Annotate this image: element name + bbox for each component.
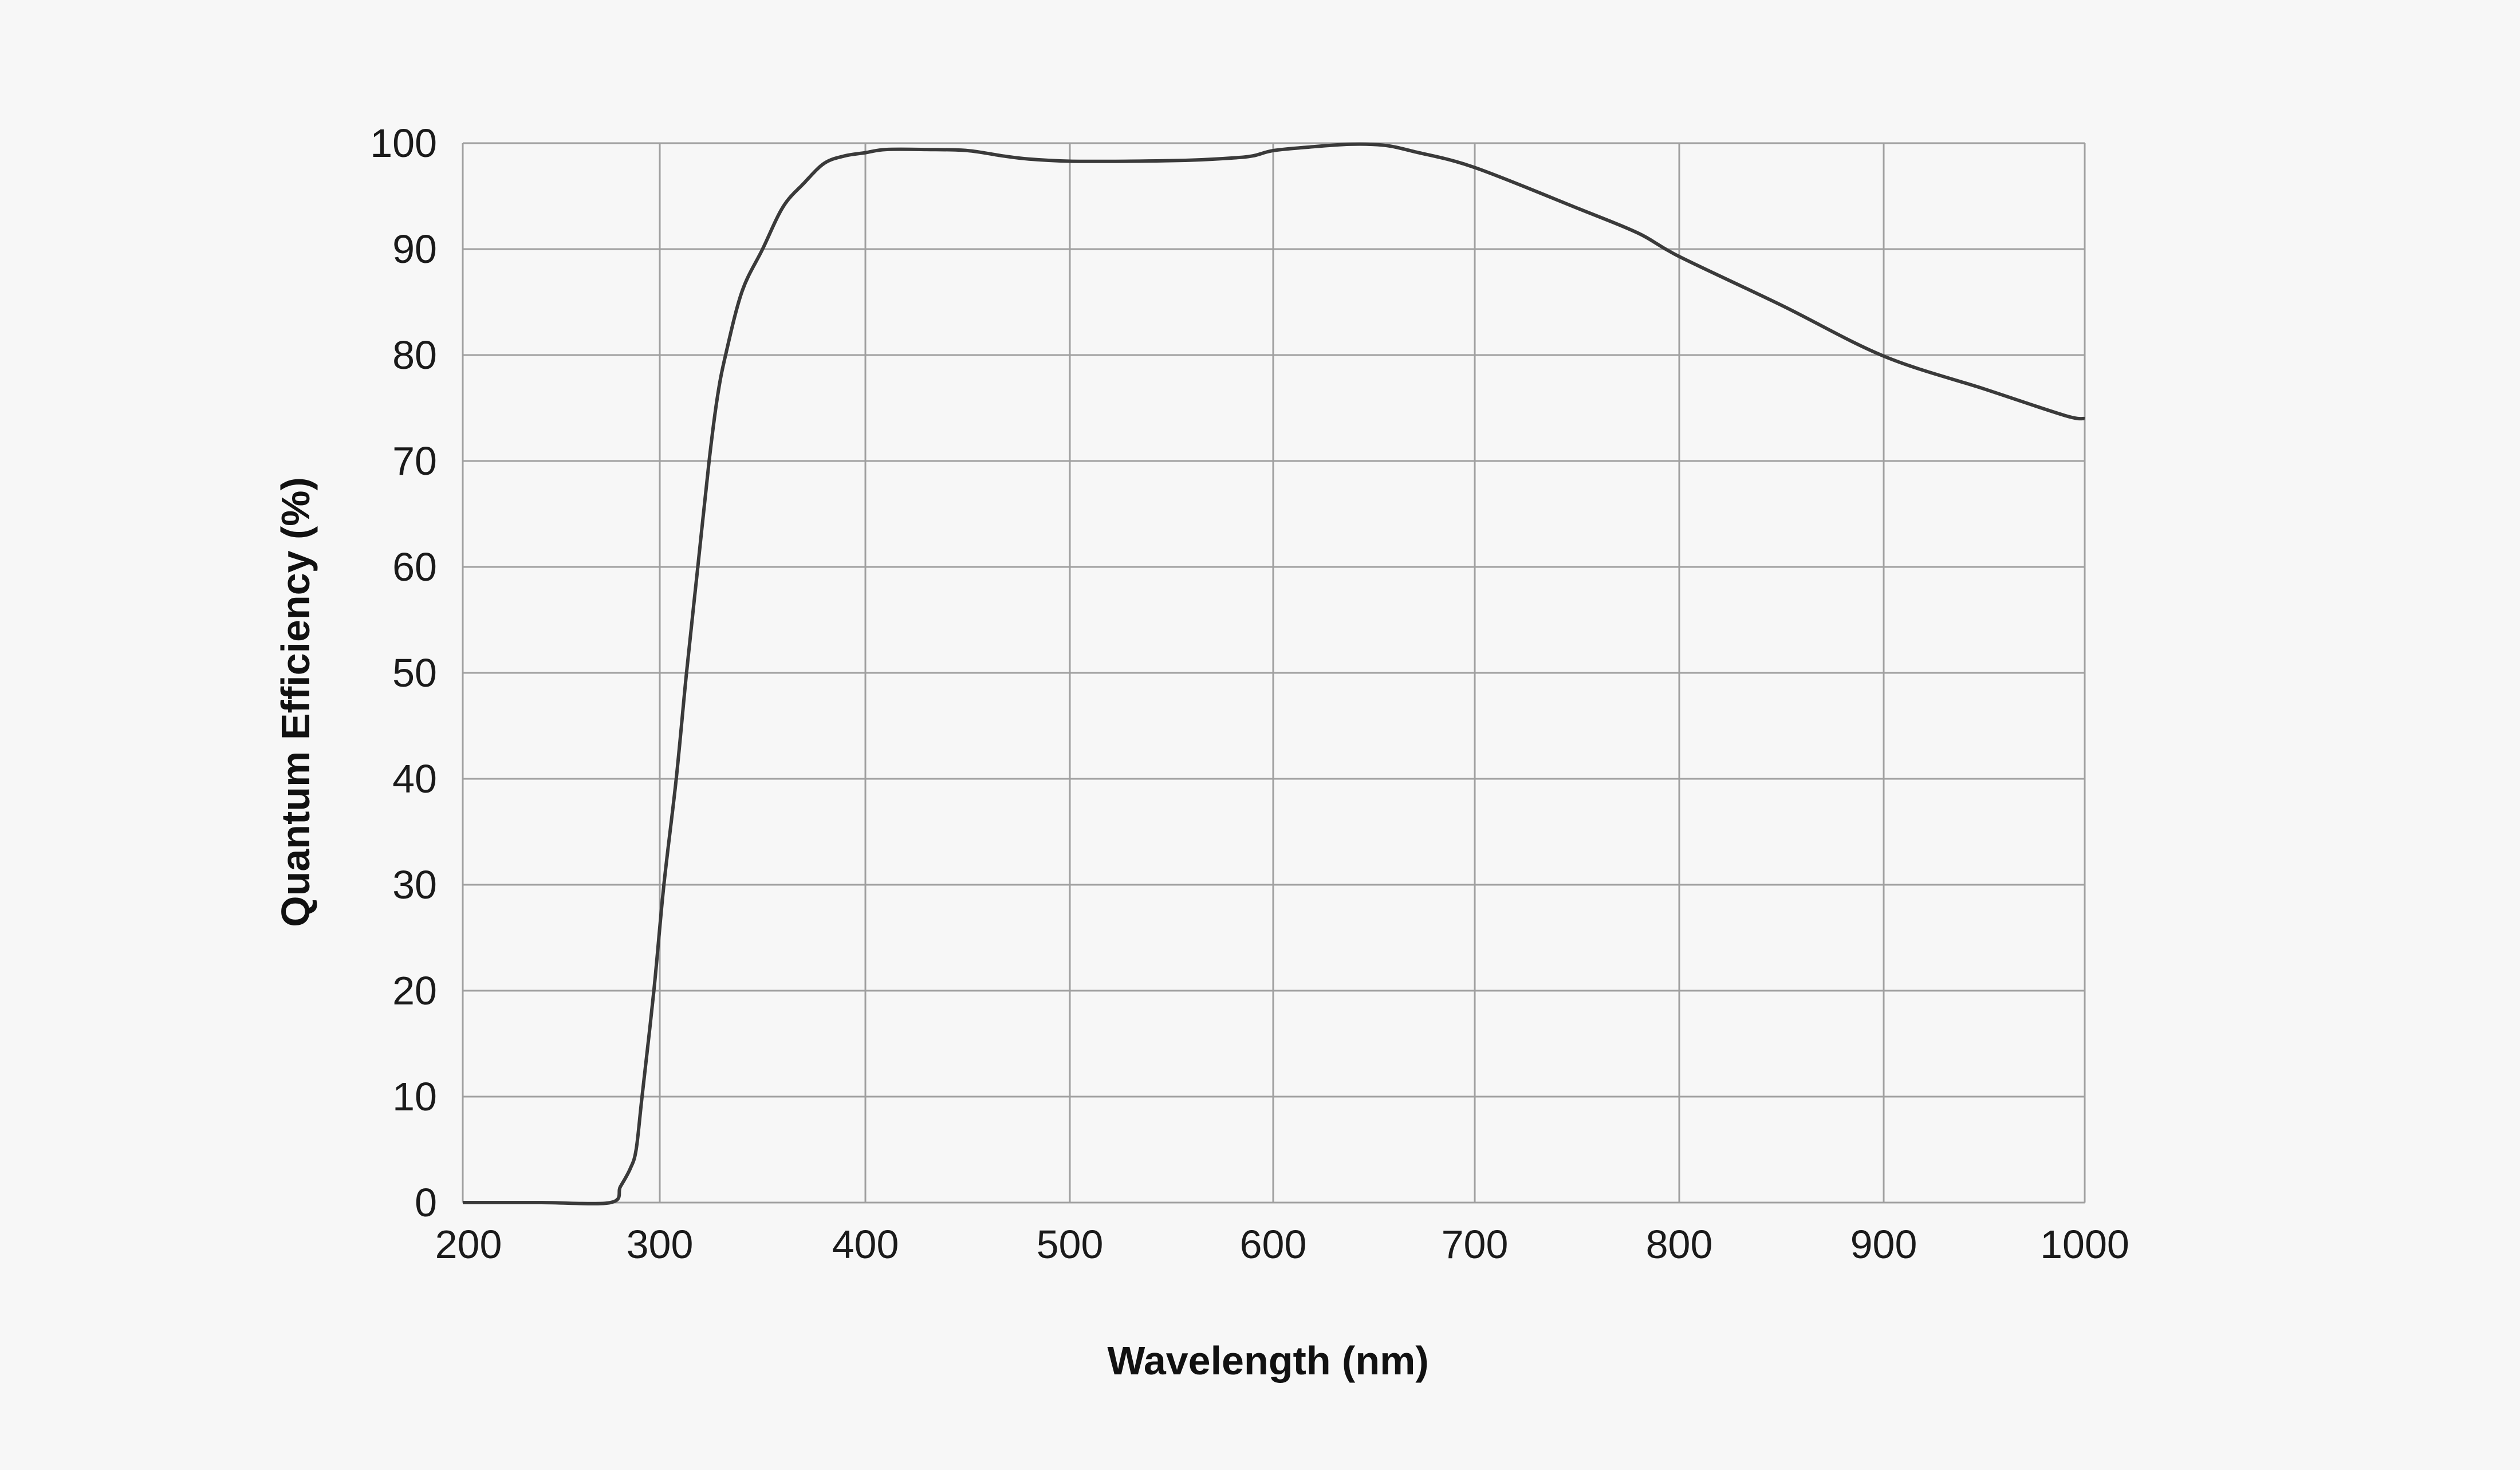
y-tick-label: 20 <box>392 968 437 1013</box>
x-tick-label: 400 <box>832 1222 899 1267</box>
y-axis-ticks: 0 10 20 30 40 50 60 70 80 90 100 <box>370 121 437 1225</box>
y-tick-label: 90 <box>392 227 437 271</box>
x-tick-label: 200 <box>435 1222 502 1267</box>
x-axis-ticks: 200 300 400 500 600 700 800 900 1000 <box>435 1222 2129 1267</box>
x-tick-label: 700 <box>1442 1222 1509 1267</box>
x-tick-label: 1000 <box>2040 1222 2129 1267</box>
y-axis-title: Quantum Efficiency (%) <box>273 477 318 927</box>
y-tick-label: 40 <box>392 756 437 801</box>
x-axis-title: Wavelength (nm) <box>1107 1338 1428 1383</box>
x-tick-label: 800 <box>1646 1222 1713 1267</box>
x-tick-label: 500 <box>1037 1222 1104 1267</box>
y-tick-label: 50 <box>392 651 437 695</box>
y-tick-label: 70 <box>392 439 437 483</box>
y-tick-label: 0 <box>415 1180 437 1225</box>
y-tick-label: 60 <box>392 545 437 589</box>
x-tick-label: 900 <box>1850 1222 1917 1267</box>
y-tick-label: 100 <box>370 121 437 165</box>
x-tick-label: 300 <box>627 1222 694 1267</box>
y-tick-label: 80 <box>392 333 437 377</box>
x-tick-label: 600 <box>1240 1222 1307 1267</box>
y-tick-label: 10 <box>392 1074 437 1119</box>
y-tick-label: 30 <box>392 862 437 907</box>
grid <box>462 142 2086 1204</box>
series-line <box>463 142 2085 1206</box>
